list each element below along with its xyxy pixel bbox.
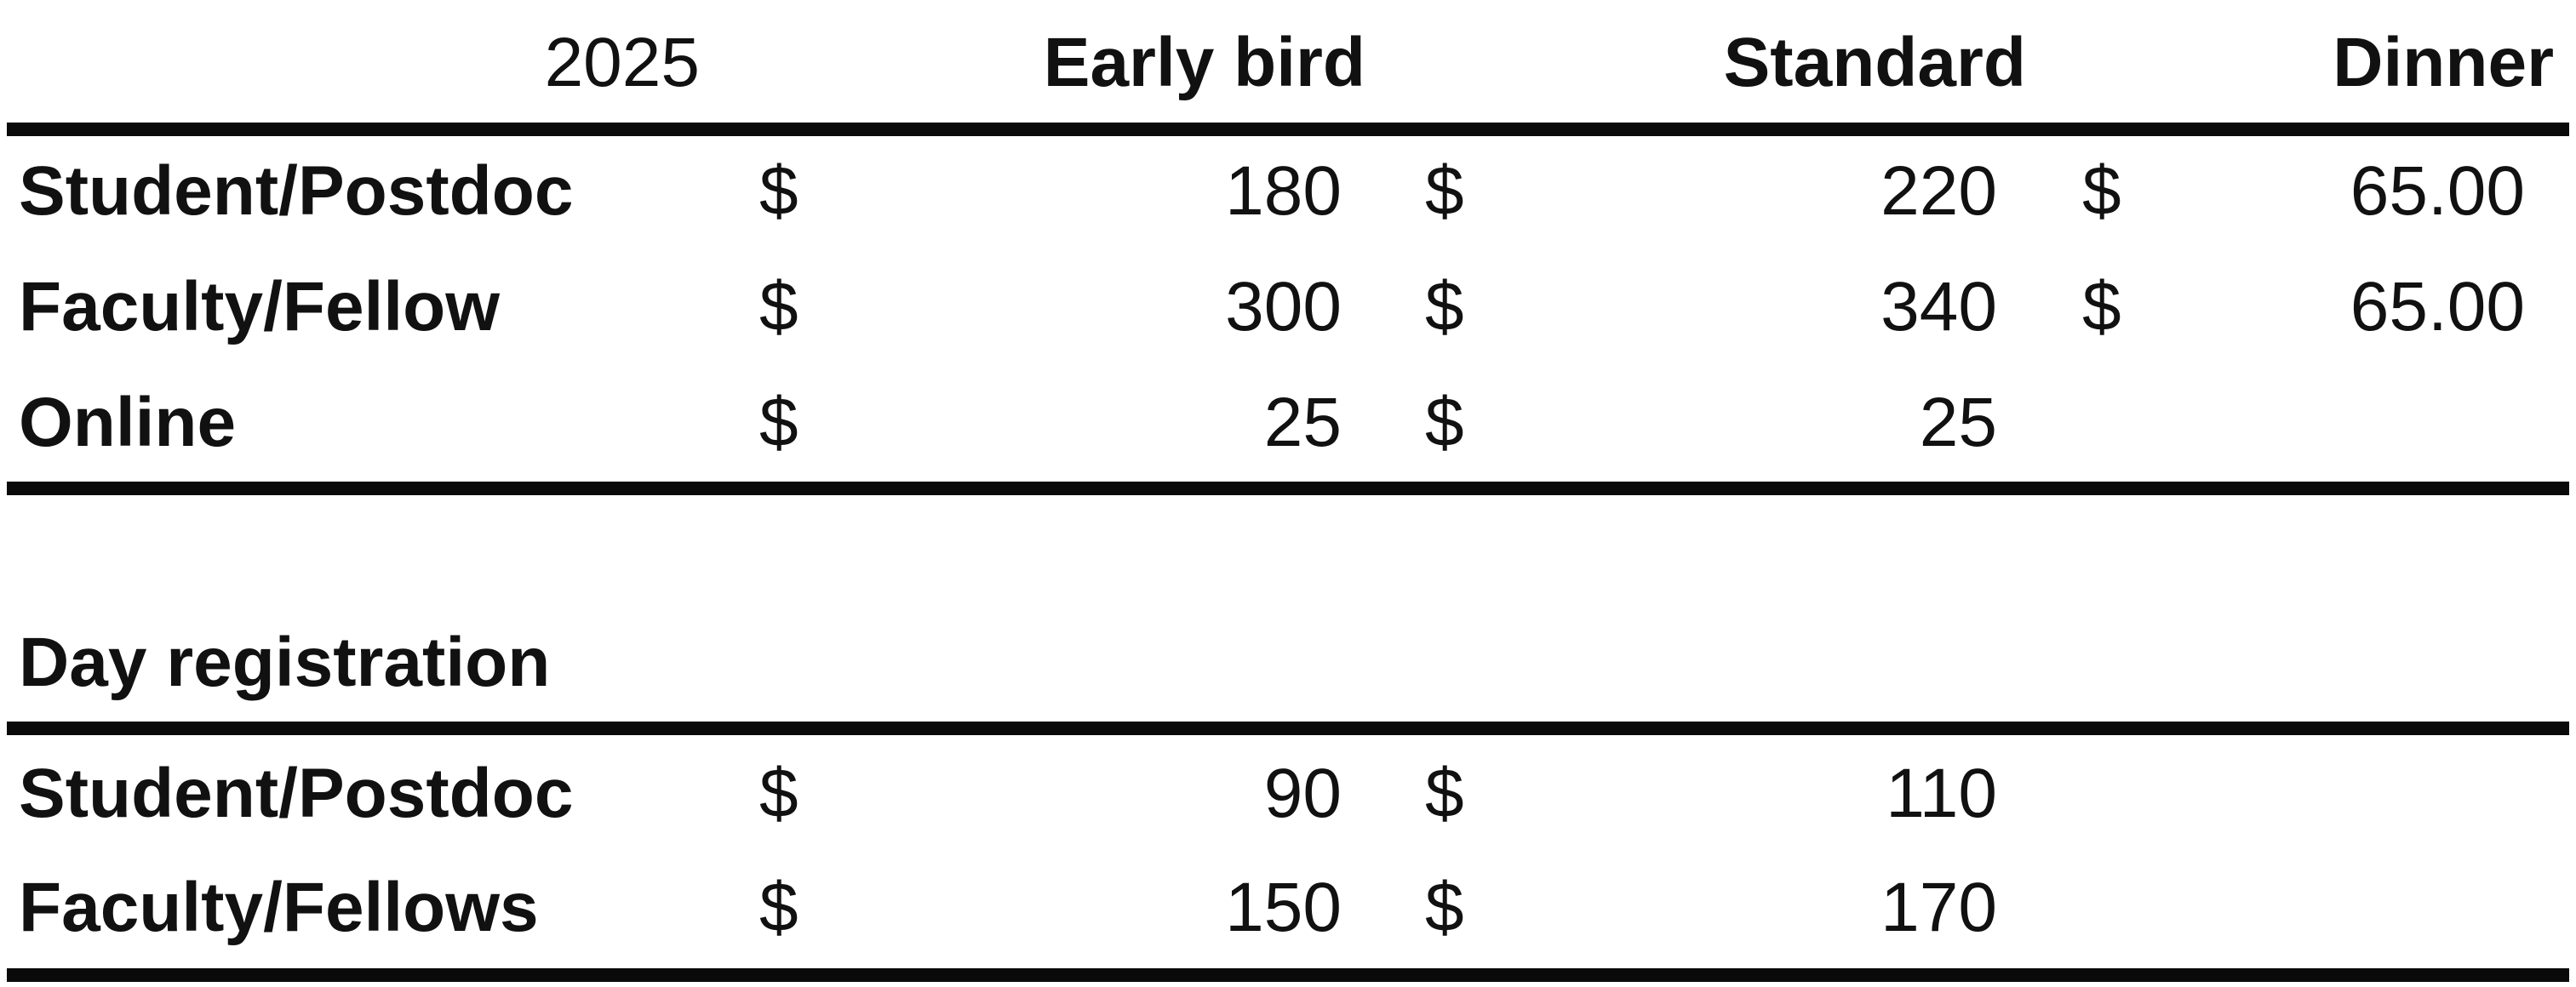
early-bird-currency: $ <box>759 152 799 230</box>
row-label-faculty-fellows: Faculty/Fellows <box>19 869 539 946</box>
dinner-price: 65.00 <box>2350 268 2525 345</box>
early-bird-currency: $ <box>759 268 799 345</box>
standard-currency: $ <box>1425 152 1464 230</box>
standard-price: 340 <box>1880 268 1997 345</box>
standard-currency: $ <box>1425 755 1464 832</box>
early-bird-currency: $ <box>759 384 799 461</box>
column-header-dinner: Dinner <box>2333 24 2554 101</box>
row-label-student-postdoc: Student/Postdoc <box>19 755 574 832</box>
column-header-standard: Standard <box>1723 24 2026 101</box>
early-bird-currency: $ <box>759 869 799 946</box>
early-bird-currency: $ <box>759 755 799 832</box>
header-divider <box>7 123 2569 136</box>
standard-currency: $ <box>1425 268 1464 345</box>
row-label-student-postdoc: Student/Postdoc <box>19 152 574 230</box>
standard-currency: $ <box>1425 384 1464 461</box>
standard-price: 25 <box>1919 384 1997 461</box>
column-header-early-bird: Early bird <box>1043 24 1365 101</box>
main-table-bottom-rule <box>7 482 2569 495</box>
standard-price: 220 <box>1880 152 1997 230</box>
early-bird-price: 150 <box>1225 869 1342 946</box>
row-label-online: Online <box>19 384 237 461</box>
day-registration-divider <box>7 722 2569 735</box>
standard-currency: $ <box>1425 869 1464 946</box>
day-table-bottom-rule <box>7 968 2569 982</box>
day-registration-title: Day registration <box>19 624 551 701</box>
early-bird-price: 90 <box>1263 755 1342 832</box>
dinner-price: 65.00 <box>2350 152 2525 230</box>
standard-price: 110 <box>1886 755 1997 832</box>
year-header: 2025 <box>544 24 700 101</box>
early-bird-price: 25 <box>1263 384 1342 461</box>
early-bird-price: 300 <box>1225 268 1342 345</box>
dinner-currency: $ <box>2082 152 2121 230</box>
row-label-faculty-fellow: Faculty/Fellow <box>19 268 500 345</box>
early-bird-price: 180 <box>1225 152 1342 230</box>
dinner-currency: $ <box>2082 268 2121 345</box>
standard-price: 170 <box>1880 869 1997 946</box>
